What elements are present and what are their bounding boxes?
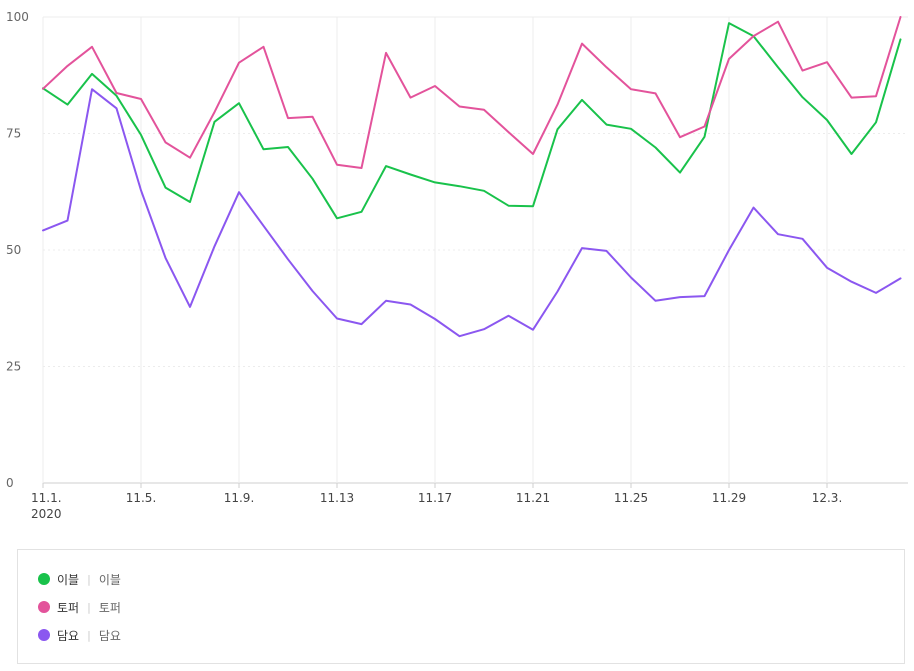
legend-dot-icon: [38, 601, 50, 613]
series-line-3: [42, 88, 902, 338]
y-tick-label-25: 25: [6, 360, 21, 374]
legend-series-name: 담요: [57, 628, 80, 643]
x-tick-label: 11.25: [614, 491, 648, 505]
legend: 이블 | 이블 토퍼 | 토퍼 담요 | 담요: [17, 549, 905, 664]
x-tick-label: 11.9.: [224, 491, 255, 505]
line-chart: 0 25 50 75 100 11.1. 11.5. 11.9. 11.13 11.17 11.2…: [6, 10, 908, 521]
series-line-1: [42, 22, 902, 220]
x-tick-label: 11.5.: [126, 491, 157, 505]
series-lines: [42, 16, 902, 338]
legend-series-name: 토퍼: [57, 600, 80, 615]
x-tick-label: 11.29: [712, 491, 746, 505]
x-year-label: 2020: [31, 507, 62, 521]
series-line-2: [42, 16, 902, 169]
legend-series-desc: 이블: [98, 572, 121, 587]
grid: [42, 16, 908, 484]
x-tick-label: 11.21: [516, 491, 550, 505]
legend-dot-icon: [38, 573, 50, 585]
legend-series-name: 이블: [57, 572, 80, 587]
y-axis: 0 25 50 75 100: [6, 10, 29, 490]
legend-item-series-3[interactable]: 담요 | 담요: [38, 626, 121, 644]
x-tick-label: 11.1.: [31, 491, 62, 505]
x-tick-label: 12.3.: [812, 491, 843, 505]
y-tick-label-50: 50: [6, 243, 21, 257]
legend-series-desc: 토퍼: [98, 600, 121, 615]
y-tick-label-100: 100: [6, 10, 29, 24]
y-tick-label-75: 75: [6, 127, 21, 141]
x-tick-label: 11.17: [418, 491, 452, 505]
legend-dot-icon: [38, 629, 50, 641]
legend-series-desc: 담요: [98, 628, 121, 643]
legend-item-series-1[interactable]: 이블 | 이블: [38, 570, 121, 588]
y-tick-label-0: 0: [6, 476, 14, 490]
x-axis: 11.1. 11.5. 11.9. 11.13 11.17 11.21 11.25 11.29…: [31, 483, 842, 521]
x-tick-label: 11.13: [320, 491, 354, 505]
legend-item-series-2[interactable]: 토퍼 | 토퍼: [38, 598, 121, 616]
